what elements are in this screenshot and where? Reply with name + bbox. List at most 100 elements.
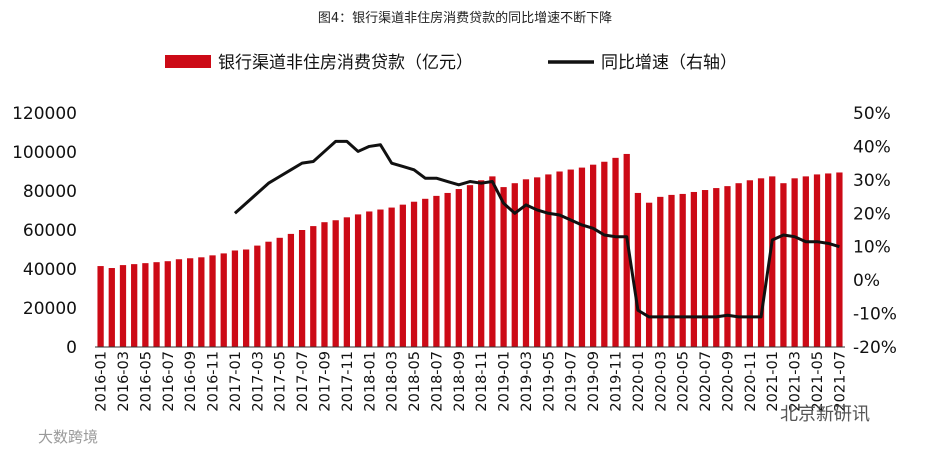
bar	[679, 193, 686, 347]
bar	[813, 174, 821, 347]
left-axis-ticks: 0 20000 40000 60000 80000 100000 120000	[12, 104, 77, 358]
legend-bar-label: 银行渠道非住房消费贷款（亿元）	[218, 53, 473, 73]
x-tick-label: 2016-11	[206, 351, 222, 412]
bar	[388, 207, 395, 347]
bar	[254, 245, 261, 347]
watermark-right: 北京新研讯	[780, 404, 870, 425]
x-tick-label: 2021-05	[810, 351, 826, 412]
bar	[836, 172, 843, 347]
left-tick-label: 80000	[23, 182, 77, 202]
watermark-left-text: 大数跨境	[38, 428, 98, 446]
line-path	[233, 139, 840, 319]
bar	[500, 187, 507, 347]
bar	[354, 214, 362, 347]
left-tick-label: 0	[66, 338, 77, 358]
bar	[645, 202, 653, 347]
bar	[332, 220, 339, 347]
right-tick-label: 0%	[853, 271, 880, 291]
bar	[701, 190, 709, 347]
bar	[287, 233, 295, 347]
bar	[769, 176, 776, 348]
right-axis-ticks: -20% -10% 0% 10% 20% 30% 40% 50%	[853, 104, 897, 358]
x-tick-label: 2017-05	[273, 351, 289, 412]
bar	[590, 164, 597, 347]
x-tick-label: 2019-07	[564, 351, 580, 412]
left-tick-label: 100000	[12, 143, 77, 163]
x-tick-label: 2018-01	[362, 351, 378, 412]
x-tick-label: 2019-09	[586, 351, 602, 412]
x-tick-label: 2017-01	[228, 351, 244, 412]
bar	[634, 192, 642, 347]
right-tick-label: 10%	[853, 238, 891, 258]
x-tick-label: 2018-03	[385, 351, 401, 412]
bar	[534, 177, 541, 347]
bar	[612, 157, 619, 347]
right-tick-label: -20%	[853, 338, 897, 358]
bar	[119, 265, 127, 347]
bar	[231, 250, 239, 347]
left-tick-label: 60000	[23, 221, 77, 241]
bar	[466, 185, 474, 347]
bar	[690, 191, 698, 347]
bar	[746, 180, 753, 347]
x-tick-label: 2017-09	[317, 351, 333, 412]
bar	[623, 153, 630, 347]
x-tick-label: 2017-03	[250, 351, 266, 412]
right-tick-label: 30%	[853, 171, 891, 191]
x-tick-label: 2016-09	[183, 351, 199, 412]
bar	[343, 217, 350, 347]
x-tick-label: 2019-03	[519, 351, 535, 412]
line-series	[233, 139, 840, 319]
bar	[153, 262, 160, 347]
bar	[791, 178, 798, 347]
bar	[276, 237, 283, 347]
bar	[175, 259, 183, 347]
x-tick-label: 2020-05	[676, 351, 692, 412]
bar	[511, 183, 518, 347]
x-tick-label: 2016-03	[116, 351, 132, 412]
bar	[601, 161, 608, 347]
bar	[444, 192, 451, 347]
bar	[209, 255, 216, 347]
bar	[164, 261, 171, 347]
left-tick-label: 40000	[23, 260, 77, 280]
x-tick-label: 2016-05	[138, 351, 154, 412]
bar	[298, 230, 306, 347]
x-tick-label: 2021-03	[788, 351, 804, 412]
x-tick-label: 2017-11	[340, 351, 356, 412]
bar-series	[97, 153, 843, 348]
bar	[567, 169, 574, 347]
bar	[220, 253, 227, 347]
chart-title: 图4：银行渠道非住房消费贷款的同比增速不断下降	[318, 10, 612, 26]
bar	[410, 201, 418, 347]
bar	[578, 167, 586, 347]
x-tick-label: 2021-07	[832, 351, 848, 412]
bar	[131, 264, 138, 348]
bar	[366, 211, 373, 347]
right-tick-label: 20%	[853, 204, 891, 224]
left-tick-label: 20000	[23, 299, 77, 319]
x-tick-label: 2020-07	[698, 351, 714, 412]
x-tick-label: 2017-07	[295, 351, 311, 412]
bar	[489, 176, 496, 348]
legend: 银行渠道非住房消费贷款（亿元） 同比增速（右轴）	[165, 53, 737, 73]
legend-bar-swatch	[165, 55, 211, 68]
x-tick-label: 2018-11	[474, 351, 490, 412]
left-tick-label: 120000	[12, 104, 77, 124]
bar	[377, 209, 384, 347]
watermark-right-text: 北京新研讯	[780, 404, 870, 425]
x-axis-ticks: 2016-01 2016-03 2016-05 2016-07 2016-09 2016-…	[94, 351, 849, 412]
x-tick-label: 2021-01	[765, 351, 781, 412]
bar	[668, 194, 675, 347]
bar	[713, 188, 720, 347]
bar	[242, 249, 250, 347]
x-tick-label: 2019-05	[541, 351, 557, 412]
watermark-left: 大数跨境	[38, 428, 98, 446]
bar	[142, 263, 149, 347]
bar	[422, 198, 429, 347]
x-tick-label: 2019-01	[497, 351, 513, 412]
bar	[187, 258, 194, 347]
right-tick-label: -10%	[853, 305, 897, 325]
bar	[455, 189, 462, 347]
